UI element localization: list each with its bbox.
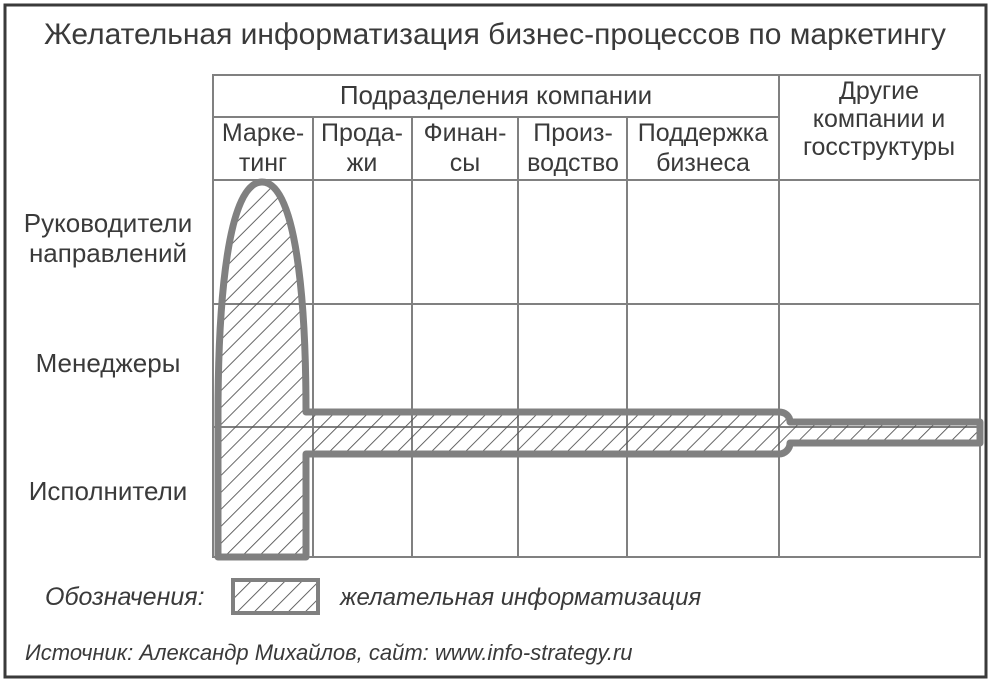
col-header-4: Поддержка [638, 119, 769, 147]
col-header-4: бизнеса [656, 149, 750, 177]
col-header-0: Марке- [222, 119, 304, 147]
col-header-3: Произ- [533, 119, 613, 147]
col-header-2: сы [450, 149, 480, 177]
col-header-3: водство [527, 149, 619, 177]
legend-desc: желательная информатизация [339, 584, 701, 611]
row-header-1: Менеджеры [36, 348, 181, 378]
legend-swatch [233, 580, 318, 613]
row-header-2: Исполнители [29, 476, 188, 506]
header-right-group: госструктуры [803, 133, 955, 161]
row-header-0: Руководители [24, 208, 192, 238]
col-header-0: тинг [239, 149, 287, 177]
legend-label: Обозначения: [45, 583, 205, 611]
header-right-group: Другие [839, 77, 919, 105]
chart-title: Желательная информатизация бизнес-процес… [44, 18, 946, 51]
col-header-1: жи [347, 149, 378, 177]
header-top-group: Подразделения компании [340, 80, 652, 110]
header-right-group: компании и [813, 105, 945, 133]
source-citation: Источник: Александр Михайлов, сайт: www.… [25, 640, 633, 665]
col-header-1: Прода- [321, 119, 403, 147]
col-header-2: Финан- [424, 119, 507, 147]
row-header-0: направлений [29, 238, 187, 268]
